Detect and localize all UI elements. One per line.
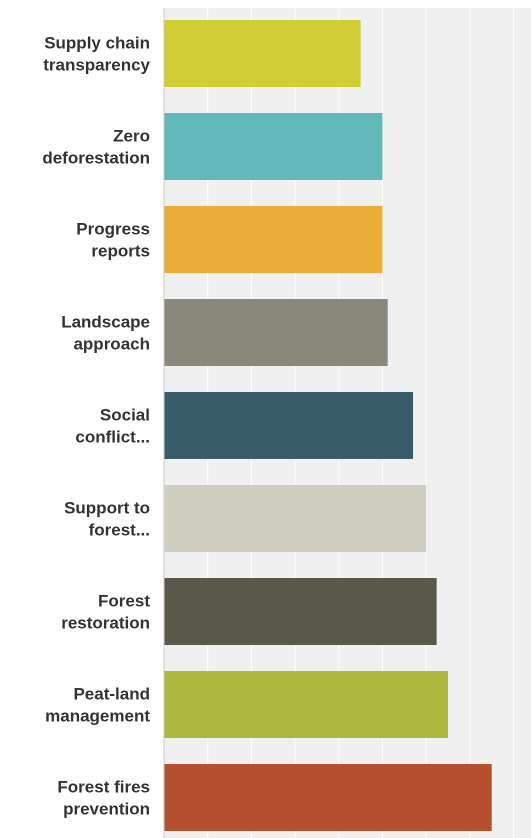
- category-label: Progress reports: [76, 220, 150, 261]
- bar: [164, 764, 492, 831]
- bar: [164, 392, 414, 459]
- category-labels: Supply chain transparency Zero deforestatio…: [42, 34, 150, 819]
- category-label: Landscape approach: [61, 313, 150, 354]
- bars: [164, 20, 492, 831]
- category-label: Zero deforestation: [42, 127, 150, 168]
- bar: [164, 20, 361, 87]
- category-label: Forest fires prevention: [57, 778, 150, 819]
- bar: [164, 206, 383, 273]
- bar: [164, 671, 448, 738]
- bar: [164, 113, 383, 180]
- category-label: Peat-land management: [45, 685, 150, 726]
- category-label: Support to forest...: [64, 499, 150, 540]
- bar: [164, 299, 388, 366]
- category-label: Social conflict...: [75, 406, 150, 447]
- bar: [164, 485, 427, 552]
- category-label: Forest restoration: [61, 592, 150, 633]
- bar: [164, 578, 437, 645]
- category-label: Supply chain transparency: [43, 34, 150, 75]
